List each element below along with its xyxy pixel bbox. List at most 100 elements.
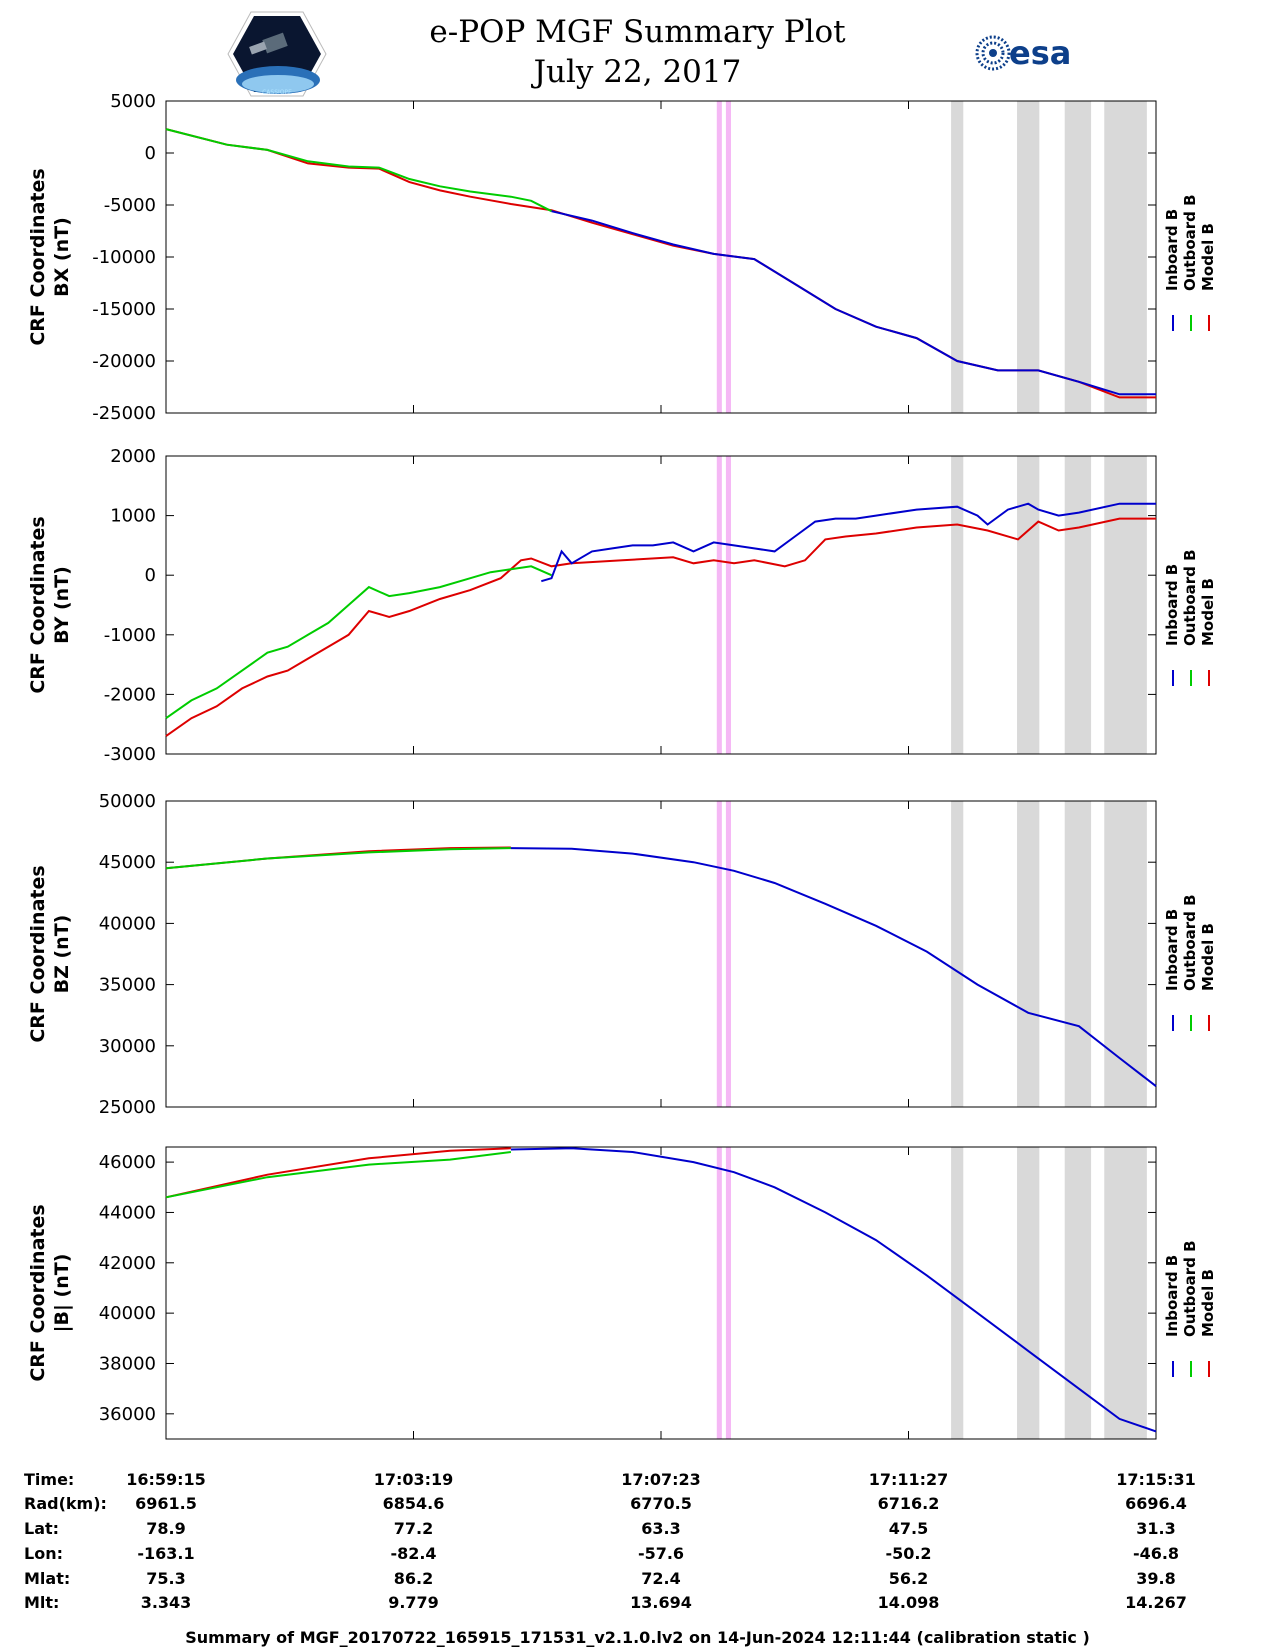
legend-label: Model B (1199, 578, 1217, 646)
gray-band (1104, 801, 1147, 1107)
y-tick-label: 25000 (99, 1097, 156, 1118)
footer-cell: -57.6 (637, 1544, 685, 1563)
y-tick-label: -15000 (92, 299, 156, 320)
plot-panel-by: 2000 1000 0 -1000 -2000 -3000 CRF Coordinates B… (27, 446, 1217, 765)
y-tick-label: 38000 (99, 1353, 156, 1374)
legend-label: Outboard B (1181, 194, 1199, 291)
series-line-inboard-b (541, 502, 1156, 583)
y-axis-label: BX (nT) (51, 217, 73, 297)
footer-row-label: Mlat: (24, 1569, 71, 1588)
pink-band (725, 1147, 731, 1439)
y-tick-label: 36000 (99, 1404, 156, 1425)
y-tick-label: 46000 (99, 1152, 156, 1173)
cassiope-logo-text: CASSIOPE (262, 89, 292, 96)
legend-label: Model B (1199, 223, 1217, 291)
y-tick-label: 0 (145, 565, 156, 586)
y-tick-label: -2000 (104, 684, 156, 705)
series-line-model-b (165, 846, 511, 870)
footer-cell: 9.779 (388, 1593, 439, 1612)
series-line-inboard-b (551, 210, 1156, 396)
legend-label: Outboard B (1181, 1240, 1199, 1337)
footer-cell: 14.098 (877, 1593, 940, 1612)
footer-cell: 56.2 (888, 1569, 929, 1588)
y-axis-label: |B| (nT) (51, 1254, 73, 1333)
footer-row-label: Rad(km): (24, 1494, 107, 1513)
y-tick-label: 5000 (110, 91, 156, 112)
legend-label: Inboard B (1163, 209, 1181, 291)
gray-band (951, 101, 964, 413)
pink-band (716, 101, 722, 413)
legend-label: Outboard B (1181, 549, 1199, 646)
y-tick-label: 40000 (99, 1303, 156, 1324)
y-tick-label: 45000 (99, 852, 156, 873)
gray-band (1017, 801, 1040, 1107)
footer-cell: 17:15:31 (1116, 1470, 1196, 1489)
y-tick-label: 35000 (99, 975, 156, 996)
footer-cell: 13.694 (630, 1593, 692, 1612)
series-line-outboard-b (165, 847, 511, 870)
legend-label: Model B (1199, 1269, 1217, 1337)
series-line-outboard-b (165, 128, 552, 213)
y-tick-label: -10000 (92, 247, 156, 268)
pink-band (725, 101, 731, 413)
y-tick-label: -25000 (92, 403, 156, 424)
y-tick-label: -1000 (104, 625, 156, 646)
footer-cell: 77.2 (393, 1519, 434, 1538)
footer-row-label: Lat: (24, 1519, 60, 1538)
footer-cell: 17:07:23 (621, 1470, 701, 1489)
gray-band (951, 1147, 964, 1439)
footer-cell: 72.4 (641, 1569, 681, 1588)
series-line-outboard-b (165, 565, 552, 720)
gray-band (1064, 1147, 1092, 1439)
footer-cell: 78.9 (146, 1519, 186, 1538)
y-axis-label: CRF Coordinates (27, 865, 49, 1042)
series-line-model-b (165, 517, 1156, 737)
footer-cell: 86.2 (393, 1569, 434, 1588)
series-line-outboard-b (165, 1151, 512, 1199)
gray-band (1017, 101, 1040, 413)
summary-footnote: Summary of MGF_20170722_165915_171531_v2… (185, 1628, 1090, 1647)
y-tick-label: 40000 (99, 913, 156, 934)
pink-band (725, 456, 731, 754)
y-tick-label: 1000 (110, 506, 156, 527)
y-axis-label: BY (nT) (51, 566, 73, 644)
footer-cell: 63.3 (641, 1519, 681, 1538)
footer-cell: 14.267 (1125, 1593, 1187, 1612)
footer-cell: 31.3 (1136, 1519, 1176, 1538)
gray-band (1064, 801, 1092, 1107)
gray-band (1064, 101, 1092, 413)
gray-band (1104, 101, 1147, 413)
page-title: e-POP MGF Summary Plot (429, 14, 846, 50)
footer-cell: 47.5 (888, 1519, 929, 1538)
footer-cell: 6696.4 (1125, 1494, 1187, 1513)
footer-cell: 17:03:19 (373, 1470, 454, 1489)
footer-row-label: Time: (24, 1470, 75, 1489)
pink-band (725, 801, 731, 1107)
gray-band (1017, 456, 1040, 754)
gray-band (1017, 1147, 1040, 1439)
y-axis-label: BZ (nT) (51, 915, 73, 994)
footer-cell: -50.2 (885, 1544, 932, 1563)
y-axis-label: CRF Coordinates (27, 1204, 49, 1381)
pink-band (716, 1147, 722, 1439)
legend-label: Outboard B (1181, 894, 1199, 991)
footer-cell: 6770.5 (630, 1494, 692, 1513)
series-line-inboard-b (510, 1147, 1157, 1433)
footer-cell: -82.4 (390, 1544, 437, 1563)
y-tick-label: 2000 (110, 446, 156, 467)
cassiope-logo: CASSIOPE (227, 11, 327, 97)
y-axis-label: CRF Coordinates (27, 168, 49, 345)
footer-cell: 16:59:15 (126, 1470, 206, 1489)
esa-logo-text: esa (1009, 34, 1071, 72)
series-line-inboard-b (510, 847, 1157, 1087)
y-tick-label: 44000 (99, 1202, 156, 1223)
plot-panel-bmag: 46000 44000 42000 40000 38000 36000 CRF Coordi… (27, 1146, 1217, 1440)
gray-band (1104, 1147, 1147, 1439)
gray-band (951, 801, 964, 1107)
page-subtitle-date: July 22, 2017 (533, 54, 742, 90)
footer-cell: -163.1 (137, 1544, 195, 1563)
y-tick-label: -20000 (92, 351, 156, 372)
footer-cell: 3.343 (140, 1593, 192, 1612)
footer-row-label: Mlt: (24, 1593, 60, 1612)
